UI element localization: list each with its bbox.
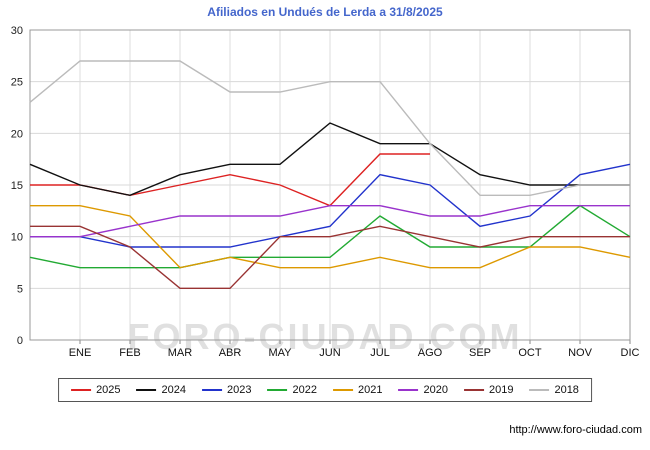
x-tick-label: JUN [319,347,340,359]
x-tick-label: SEP [469,347,491,359]
legend-swatch-2021 [333,389,353,391]
legend-item-2021: 2021 [333,384,382,396]
legend-label-2024: 2024 [161,384,187,396]
y-tick-label: 5 [17,283,23,295]
series-line-2020 [30,204,630,238]
legend-label-2023: 2023 [227,384,252,396]
legend-item-2019: 2019 [463,384,514,396]
legend-item-2020: 2020 [398,384,448,396]
x-tick-label: MAY [268,347,292,359]
legend: 2025 2024 2023 2022 2021 2020 2019 2018 [58,378,592,402]
legend-swatch-2023 [202,389,223,391]
series-line-2019 [30,225,630,290]
legend-item-2022: 2022 [267,384,317,396]
y-tick-label: 0 [17,335,23,347]
legend-item-2018: 2018 [529,384,579,396]
series-line-2021 [30,204,631,269]
legend-item-2024: 2024 [136,384,187,396]
y-tick-label: 25 [11,77,23,89]
legend-swatch-2018 [529,389,550,391]
legend-label-2020: 2020 [423,384,448,396]
legend-swatch-2019 [463,389,484,391]
x-tick-label: ABR [219,347,242,359]
legend-label-2021: 2021 [358,384,383,396]
x-tick-label: AGO [418,347,443,359]
x-tick-label: ENE [69,347,92,359]
footer: http://www.foro-ciudad.com [509,424,642,436]
y-tick-label: 20 [11,128,23,140]
x-tick-label: DIC [621,347,640,359]
legend-swatch-2024 [136,389,157,391]
legend-swatch-2020 [398,389,419,391]
legend-item-2025: 2025 [71,384,121,396]
legend-label-2019: 2019 [488,384,514,396]
x-tick-label: FEB [119,347,140,359]
legend-label-2018: 2018 [554,384,579,396]
legend-swatch-2022 [267,389,288,391]
x-tick-label: JUL [370,347,390,359]
x-tick-label: OCT [518,347,542,359]
legend-label-2025: 2025 [96,384,121,396]
y-tick-label: 15 [11,180,23,192]
series-line-2018 [29,60,630,197]
chart-canvas: 0 5 10 15 20 25 30 ENE FEB MAR ABR MAY JUN JUL AGO SEP O… [11,25,640,359]
x-tick-label: MAR [168,347,193,359]
series-line-2024 [29,122,630,197]
chart-title: Afiliados en Undués de Lerda a 31/8/2025 [207,5,443,19]
line-chart: 0 5 10 15 20 25 30 ENE FEB MAR ABR MAY JUN JUL AGO SEP O… [0,20,650,376]
y-tick-label: 30 [11,25,23,37]
y-tick-label: 10 [11,232,23,244]
legend-item-2023: 2023 [202,384,252,396]
x-tick-label: NOV [568,347,593,359]
legend-swatch-2025 [71,389,92,391]
footer-link[interactable]: http://www.foro-ciudad.com [509,424,642,436]
legend-label-2022: 2022 [292,384,317,396]
